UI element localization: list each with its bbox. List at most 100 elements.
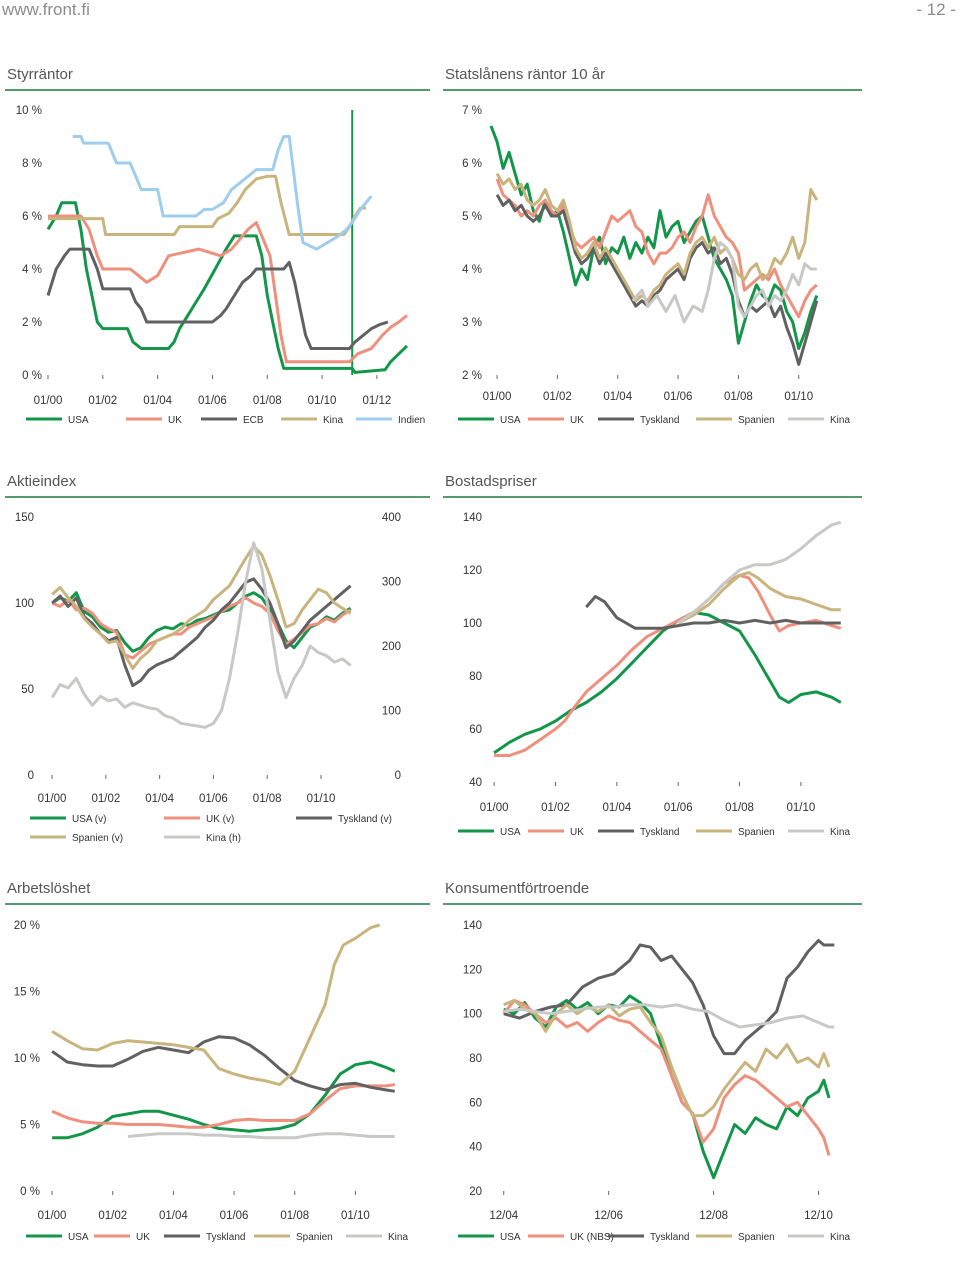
- chart-arbets: Arbetslöshet 0 % 5 % 10 % 15 % 20 % 01/00 01/02…: [5, 880, 430, 1243]
- y-tick-label: 4 %: [462, 264, 482, 276]
- legend-label: UK (NBS): [570, 1232, 614, 1243]
- legend-label: USA: [68, 415, 89, 426]
- series-line-kina: [503, 1003, 835, 1029]
- y-tick-label: 2 %: [22, 317, 42, 329]
- x-tick-label: 01/12: [362, 395, 391, 407]
- legend-label: Kina (h): [206, 833, 241, 844]
- y2-tick-label: 200: [382, 641, 401, 653]
- chart-title: Arbetslöshet: [7, 880, 91, 897]
- series-line-spanien: [677, 571, 841, 625]
- legend-label: Kina: [830, 1232, 850, 1243]
- y-tick-label: 5 %: [20, 1120, 40, 1132]
- x-tick-label: 12/04: [489, 1210, 518, 1222]
- x-tick-label: 01/00: [38, 793, 67, 805]
- x-tick-label: 01/08: [280, 1210, 309, 1222]
- y-tick-label: 2 %: [462, 370, 482, 382]
- y-tick-label: 6 %: [462, 158, 482, 170]
- legend-label: Spanien: [738, 1232, 775, 1243]
- y-tick-label: 0 %: [20, 1186, 40, 1198]
- x-tick-label: 01/06: [664, 391, 693, 403]
- series-line-spanien: [51, 923, 381, 1087]
- x-tick-label: 01/04: [159, 1210, 188, 1222]
- chart-title: Konsumentförtroende: [445, 880, 589, 897]
- x-tick-label: 01/10: [787, 802, 816, 814]
- x-tick-label: 12/06: [594, 1210, 623, 1222]
- y-tick-label: 8 %: [22, 158, 42, 170]
- legend-label: UK (v): [206, 814, 234, 825]
- chart-title: Bostadspriser: [445, 473, 537, 490]
- x-tick-label: 01/04: [603, 391, 632, 403]
- legend-label: Tyskland: [640, 415, 679, 426]
- series-line-kina: [631, 241, 817, 324]
- y-tick-label: 50: [21, 684, 34, 696]
- chart-bostad: Bostadspriser 40 60 80 100 120 140 01/00 01/02 01…: [443, 473, 862, 838]
- y-tick-label: 80: [469, 671, 482, 683]
- legend-label: USA (v): [72, 814, 106, 825]
- site-url[interactable]: www.front.fi: [2, 0, 90, 19]
- legend-label: Spanien: [738, 827, 775, 838]
- x-tick-label: 01/02: [98, 1210, 127, 1222]
- chart-title: Statslånens räntor 10 år: [445, 66, 605, 83]
- chart-aktie: Aktieindex 0 50 100 150 0 100 200 300 400 01/00 01/…: [5, 473, 430, 844]
- x-tick-label: 01/08: [253, 793, 282, 805]
- legend-label: UK: [570, 827, 584, 838]
- y-tick-label: 10 %: [14, 1053, 40, 1065]
- legend-label: Tyskland: [640, 827, 679, 838]
- series-line-tyskland: [585, 595, 841, 630]
- chart-stats: Statslånens räntor 10 år 2 % 3 % 4 % 5 % 6 % 7…: [443, 66, 862, 426]
- x-tick-label: 01/02: [91, 793, 120, 805]
- x-tick-label: 01/10: [341, 1210, 370, 1222]
- x-tick-label: 01/00: [34, 395, 63, 407]
- y-tick-label: 10 %: [16, 105, 42, 117]
- y-tick-label: 100: [15, 598, 34, 610]
- series-line-usa: [489, 125, 819, 350]
- y-tick-label: 7 %: [462, 105, 482, 117]
- y-tick-label: 20 %: [14, 920, 40, 932]
- legend-label: Kina: [830, 827, 850, 838]
- series-line-usa-v-: [51, 591, 352, 653]
- y-tick-label: 140: [463, 512, 482, 524]
- series-line-usa: [493, 610, 842, 755]
- x-tick-label: 01/04: [143, 395, 172, 407]
- legend-label: Tyskland: [650, 1232, 689, 1243]
- series-line-uk: [495, 178, 818, 319]
- x-tick-label: 12/10: [804, 1210, 833, 1222]
- series-line-uk: [51, 1083, 396, 1129]
- series-line-spanien: [503, 998, 831, 1118]
- legend-label: USA: [500, 415, 521, 426]
- y-tick-label: 100: [463, 618, 482, 630]
- legend-label: ECB: [243, 415, 264, 426]
- x-tick-label: 01/10: [307, 793, 336, 805]
- y-tick-label: 5 %: [462, 211, 482, 223]
- series-line-uk: [494, 573, 842, 757]
- y-tick-label: 40: [469, 777, 482, 789]
- x-tick-label: 01/10: [784, 391, 813, 403]
- y-tick-label: 120: [463, 964, 482, 976]
- legend-label: USA: [500, 1232, 521, 1243]
- chart-konsum: Konsumentförtroende 20 40 60 80 100 120 140 12/0…: [443, 880, 862, 1243]
- series-line-uk: [502, 998, 831, 1156]
- y-tick-label: 100: [463, 1009, 482, 1021]
- legend-label: USA: [68, 1232, 89, 1243]
- series-line-kina: [48, 174, 366, 236]
- x-tick-label: 01/06: [220, 1210, 249, 1222]
- y-tick-label: 60: [469, 1097, 482, 1109]
- series-line-indien: [72, 135, 373, 251]
- series-line-spanien-v-: [51, 544, 352, 670]
- series-line-usa: [52, 1060, 396, 1140]
- legend-label: Kina: [830, 415, 850, 426]
- series-line-usa: [46, 201, 409, 374]
- legend-label: USA: [500, 827, 521, 838]
- legend-label: Kina: [323, 415, 343, 426]
- y-tick-label: 80: [469, 1053, 482, 1065]
- x-tick-label: 01/08: [253, 395, 282, 407]
- legend-label: Indien: [398, 415, 425, 426]
- y-tick-label: 20: [469, 1186, 482, 1198]
- y-tick-label: 0 %: [22, 370, 42, 382]
- x-tick-label: 01/00: [483, 391, 512, 403]
- y-tick-label: 0: [28, 770, 34, 782]
- x-tick-label: 01/04: [602, 802, 631, 814]
- y-tick-label: 4 %: [22, 264, 42, 276]
- x-tick-label: 01/06: [199, 793, 228, 805]
